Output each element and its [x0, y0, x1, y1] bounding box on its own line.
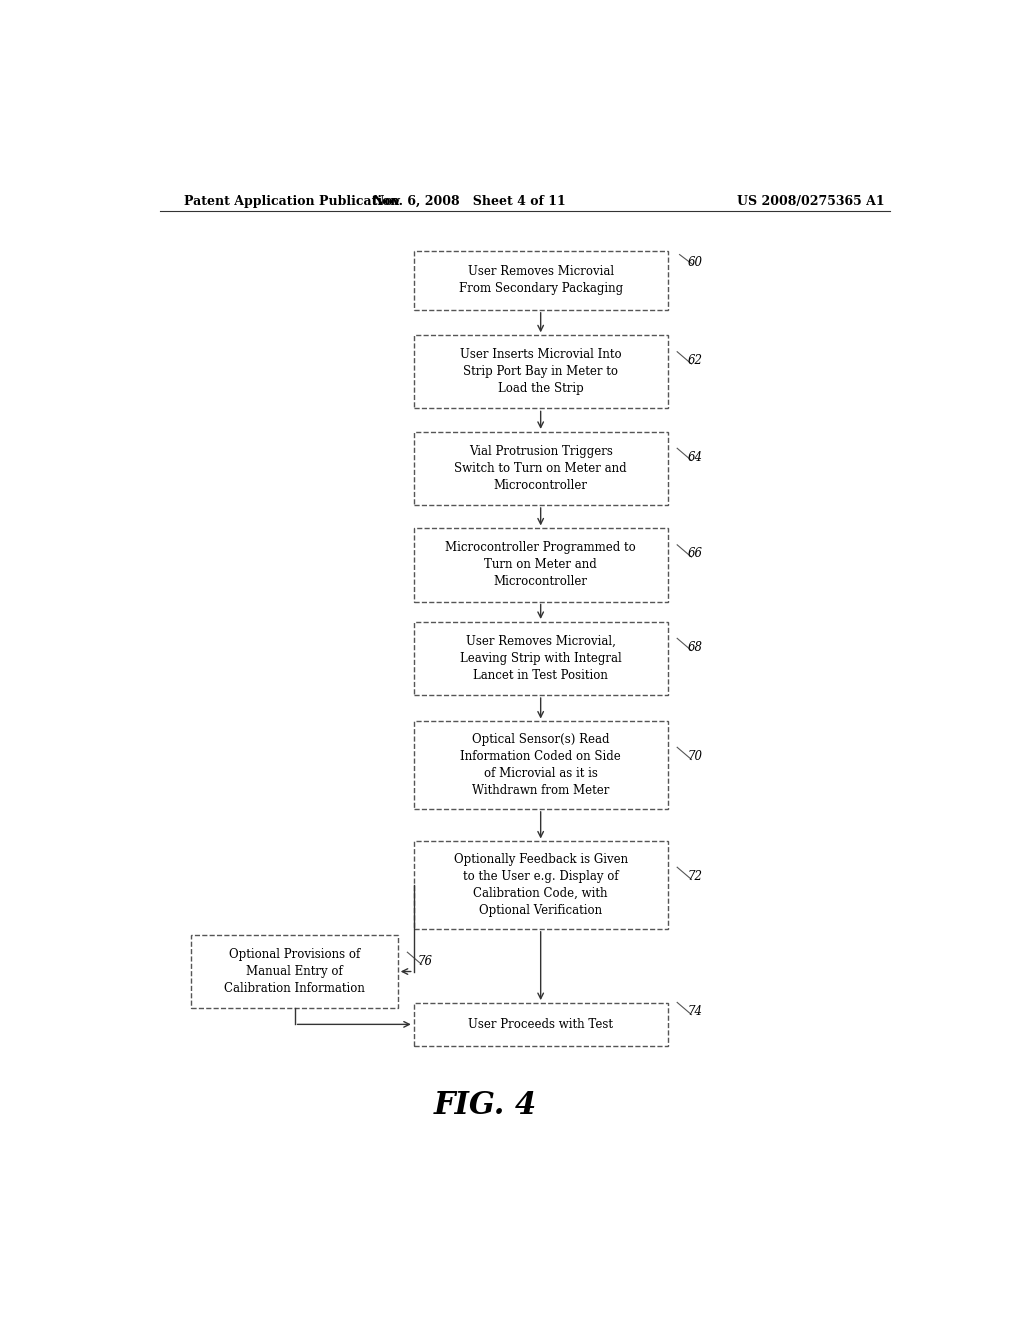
Text: 64: 64	[687, 451, 702, 463]
Text: Optional Provisions of
Manual Entry of
Calibration Information: Optional Provisions of Manual Entry of C…	[224, 948, 366, 995]
Text: 66: 66	[687, 548, 702, 561]
Text: Microcontroller Programmed to
Turn on Meter and
Microcontroller: Microcontroller Programmed to Turn on Me…	[445, 541, 636, 589]
Text: User Removes Microvial
From Secondary Packaging: User Removes Microvial From Secondary Pa…	[459, 265, 623, 296]
Text: US 2008/0275365 A1: US 2008/0275365 A1	[736, 194, 885, 207]
Text: 72: 72	[687, 870, 702, 883]
Bar	[191, 935, 397, 1008]
Bar	[414, 722, 668, 809]
Text: 60: 60	[687, 256, 702, 269]
Text: Patent Application Publication: Patent Application Publication	[183, 194, 399, 207]
Text: Optionally Feedback is Given
to the User e.g. Display of
Calibration Code, with
: Optionally Feedback is Given to the User…	[454, 853, 628, 917]
Text: User Inserts Microvial Into
Strip Port Bay in Meter to
Load the Strip: User Inserts Microvial Into Strip Port B…	[460, 348, 622, 396]
Bar	[414, 528, 668, 602]
Text: 70: 70	[687, 750, 702, 763]
Bar	[414, 841, 668, 929]
Text: User Proceeds with Test: User Proceeds with Test	[468, 1018, 613, 1031]
Bar	[414, 335, 668, 408]
Text: 62: 62	[687, 354, 702, 367]
Text: User Removes Microvial,
Leaving Strip with Integral
Lancet in Test Position: User Removes Microvial, Leaving Strip wi…	[460, 635, 622, 682]
Bar	[414, 251, 668, 310]
Text: 74: 74	[687, 1005, 702, 1018]
Bar	[414, 1003, 668, 1045]
Text: Nov. 6, 2008   Sheet 4 of 11: Nov. 6, 2008 Sheet 4 of 11	[373, 194, 565, 207]
Text: FIG. 4: FIG. 4	[433, 1090, 537, 1121]
Bar	[414, 432, 668, 506]
Text: Optical Sensor(s) Read
Information Coded on Side
of Microvial as it is
Withdrawn: Optical Sensor(s) Read Information Coded…	[461, 733, 621, 797]
Bar	[414, 622, 668, 696]
Text: 68: 68	[687, 642, 702, 653]
Text: Vial Protrusion Triggers
Switch to Turn on Meter and
Microcontroller: Vial Protrusion Triggers Switch to Turn …	[455, 445, 627, 492]
Text: 76: 76	[418, 954, 433, 968]
